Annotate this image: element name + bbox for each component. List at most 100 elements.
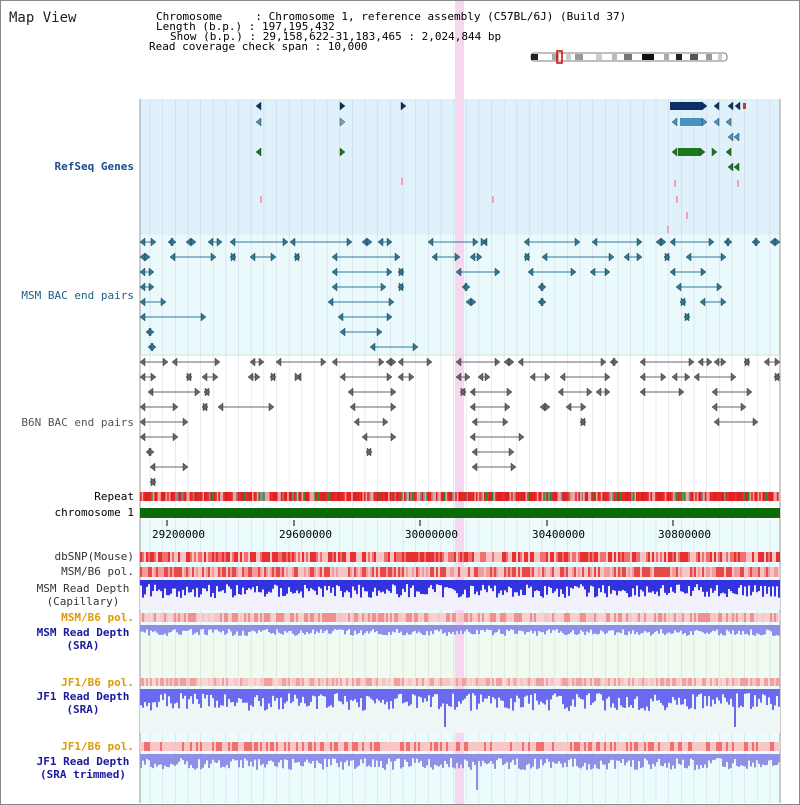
heat-mark [556,552,558,562]
heat-mark [602,552,604,562]
repeat-mark [468,492,470,501]
heat-mark [180,613,182,622]
heat-mark [356,742,358,751]
gene-arrow [347,387,354,397]
gene-arrow [565,402,572,412]
depth-bar [278,580,280,597]
heat-mark [494,678,496,686]
label-msm-bac[interactable]: MSM BAC end pairs [21,289,134,302]
depth-bar [598,689,600,694]
depth-bar [558,625,560,633]
repeat-mark [336,492,339,501]
depth-bar [730,754,732,768]
heat-mark [266,613,268,622]
depth-bar [596,689,598,694]
heat-mark [680,567,682,577]
repeat-mark [151,492,153,501]
heat-mark [176,678,178,686]
heat-mark [372,552,374,562]
depth-bar [292,754,294,759]
depth-bar [772,580,774,587]
depth-bar [660,625,662,630]
depth-bar [742,625,744,632]
gene-arrow [376,327,383,337]
depth-bar [282,754,284,769]
label-jf1-depth-sra-1: JF1 Read Depth [36,690,130,703]
depth-bar [698,625,700,632]
repeat-mark [730,492,733,501]
heat-mark [774,742,776,751]
heat-mark [156,678,158,686]
heat-mark [626,678,628,686]
depth-bar [168,625,170,633]
heat-mark [346,742,348,751]
depth-bar [398,580,400,598]
heat-mark [252,613,254,622]
heat-mark [622,742,624,751]
gene-arrow [149,462,156,472]
depth-bar [156,689,158,708]
heat-mark [656,552,658,562]
depth-bar [326,625,328,630]
repeat-mark [618,492,621,501]
depth-bar [388,580,390,591]
depth-bar [228,625,230,630]
heat-mark [570,613,572,622]
depth-bar [318,689,320,696]
heat-mark [490,613,492,622]
heat-mark [380,552,382,562]
repeat-mark [228,492,230,501]
depth-bar [742,580,744,596]
depth-bar [356,625,358,635]
heat-mark [290,742,292,751]
gene-arrow [727,101,734,111]
depth-bar [666,625,668,634]
depth-bar [304,689,306,704]
heat-mark [506,552,508,562]
depth-bar [414,689,416,696]
heat-mark [288,552,290,562]
depth-bar [698,689,700,695]
gene-arrow [720,297,727,307]
heat-mark [350,567,352,577]
heat-mark [234,567,236,577]
heat-mark [582,742,584,751]
heat-mark [382,567,384,577]
depth-bar [362,689,364,711]
heat-mark [306,552,308,562]
depth-bar [586,580,588,597]
heat-mark [326,742,328,751]
heat-mark [388,742,390,751]
depth-bar [628,754,630,761]
depth-bar [258,689,260,701]
heat-mark [466,567,468,577]
depth-bar [566,754,568,767]
repeat-mark [164,492,166,501]
depth-bar [666,689,668,708]
heat-mark [188,742,190,751]
repeat-mark [688,492,691,501]
depth-bar [778,754,780,763]
heat-mark [452,678,454,686]
heat-mark [558,552,560,562]
gene-arrow [386,372,393,382]
heat-mark [220,567,222,577]
label-jf1-b6-pol-2: JF1/B6 pol. [61,740,134,753]
repeat-mark [386,492,389,501]
heat-mark [740,567,742,577]
heat-mark [662,613,664,622]
repeat-mark [492,492,494,501]
label-b6n-bac[interactable]: B6N BAC end pairs [21,416,134,429]
heat-mark [408,613,410,622]
label-msm-depth-cap: MSM Read Depth (Capillary) [30,582,136,608]
label-refseq[interactable]: RefSeq Genes [54,160,134,173]
repeat-mark [592,492,595,501]
depth-bar [214,625,216,630]
repeat-mark [501,492,504,501]
heat-mark [460,742,462,751]
depth-bar [390,625,392,635]
depth-bar [280,689,282,698]
repeat-mark [356,492,358,501]
depth-bar [774,580,776,597]
depth-bar [652,689,654,702]
